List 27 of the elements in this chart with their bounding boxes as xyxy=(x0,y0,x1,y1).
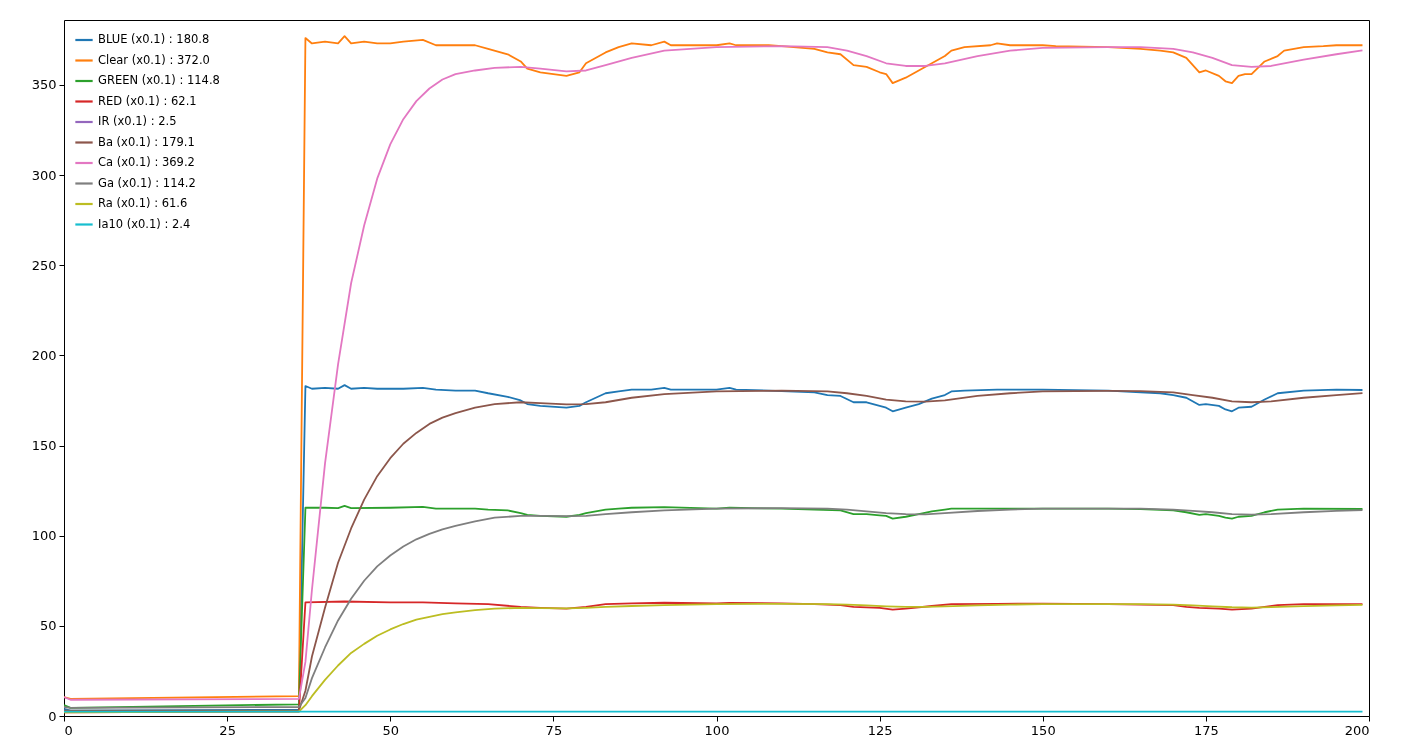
legend-label: IR (x0.1) : 2.5 xyxy=(98,114,177,128)
legend-label: Ca (x0.1) : 369.2 xyxy=(98,155,195,169)
y-tick-label: 50 xyxy=(39,618,57,634)
x-tick-label: 25 xyxy=(219,722,236,738)
legend-label: Ga (x0.1) : 114.2 xyxy=(98,175,196,190)
legend-label: RED (x0.1) : 62.1 xyxy=(98,93,197,108)
legend-label: Ba (x0.1) : 179.1 xyxy=(98,134,195,149)
y-tick-label: 250 xyxy=(31,257,57,273)
x-tick-label: 175 xyxy=(1193,722,1219,738)
legend-label: BLUE (x0.1) : 180.8 xyxy=(98,32,210,46)
x-tick-label: 100 xyxy=(704,722,730,738)
legend-label: Clear (x0.1) : 372.0 xyxy=(98,52,210,67)
x-tick-label: 50 xyxy=(382,722,400,738)
x-tick-label: 75 xyxy=(545,722,563,738)
y-tick-label: 150 xyxy=(31,438,57,454)
x-tick-label: 125 xyxy=(867,722,893,738)
y-tick-label: 0 xyxy=(48,708,57,724)
x-tick-label: 150 xyxy=(1030,722,1056,738)
legend-label: Ra (x0.1) : 61.6 xyxy=(98,196,188,210)
x-tick-label: 0 xyxy=(64,722,73,738)
y-tick-label: 350 xyxy=(31,77,57,93)
y-tick-label: 100 xyxy=(31,528,57,544)
y-tick-label: 300 xyxy=(31,167,57,183)
legend-label: GREEN (x0.1) : 114.8 xyxy=(98,73,220,87)
legend-label: Ia10 (x0.1) : 2.4 xyxy=(98,216,191,231)
x-tick-label: 200 xyxy=(1344,722,1370,738)
y-tick-label: 200 xyxy=(31,347,57,363)
